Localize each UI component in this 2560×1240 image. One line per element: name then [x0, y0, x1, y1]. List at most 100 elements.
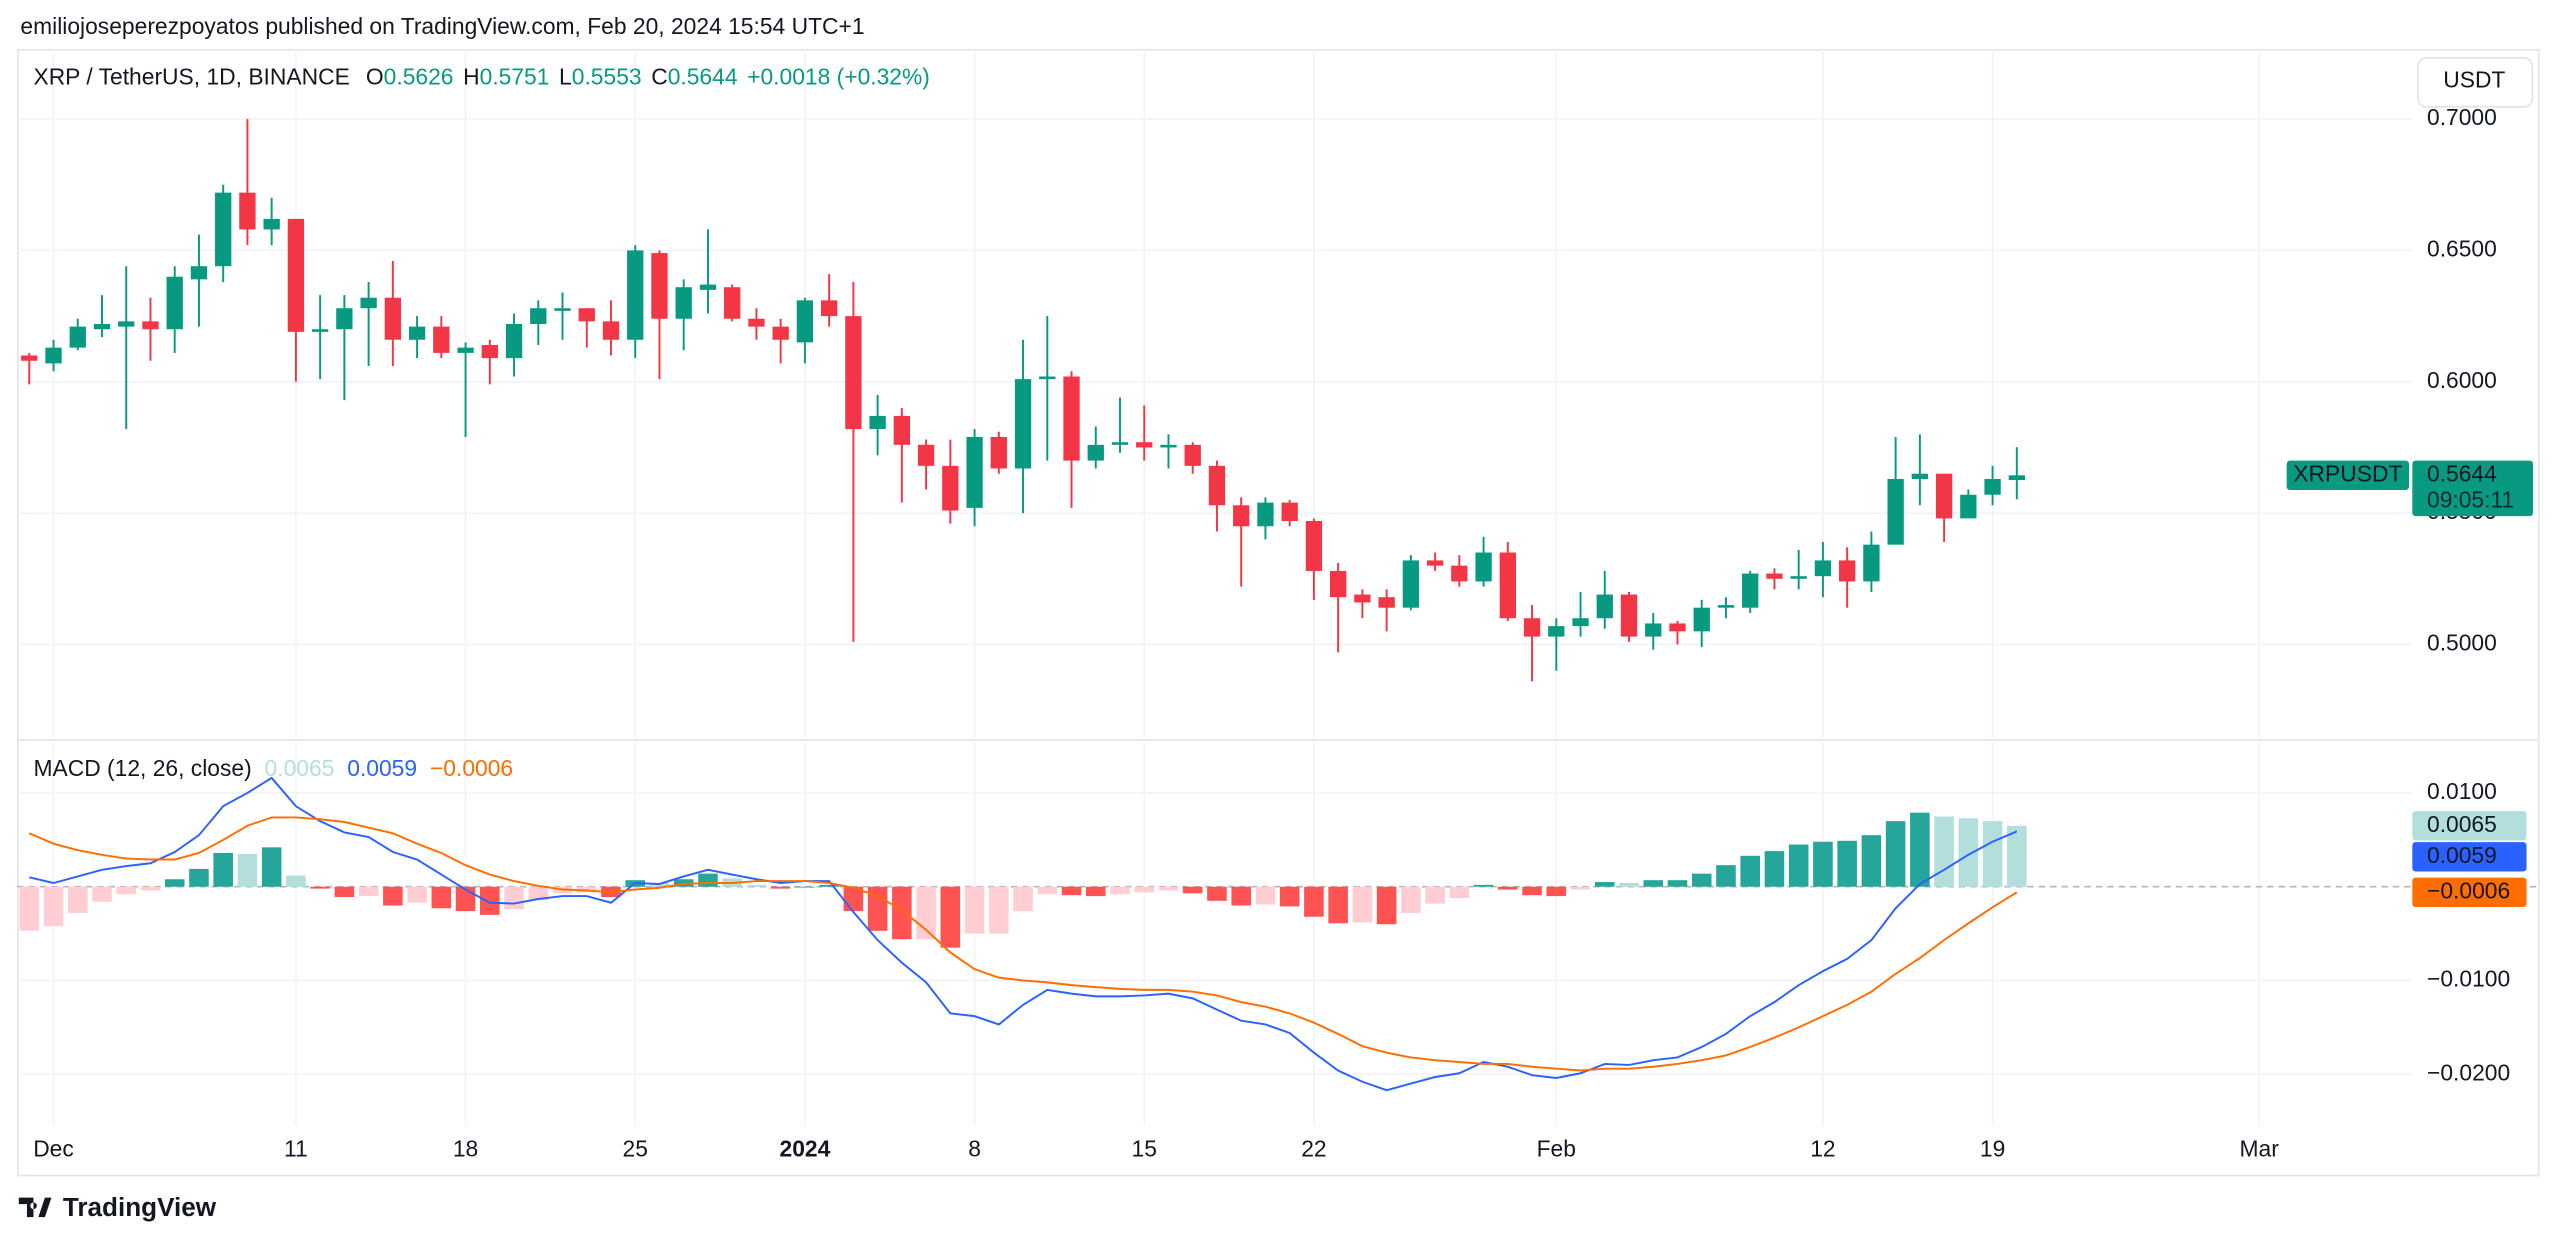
candle-body	[1039, 376, 1056, 380]
histogram-bar	[43, 886, 64, 927]
candle-body	[1766, 573, 1783, 579]
ohlc-value: 0.5553	[572, 63, 642, 89]
histogram-bar	[116, 886, 137, 895]
histogram-bar	[1498, 886, 1518, 890]
y-tick-label: 0.7000	[2427, 104, 2497, 130]
publisher-line: emiliojoseperezpoyatos published on Trad…	[20, 13, 864, 39]
candle-body	[45, 347, 62, 364]
candle-body	[1523, 618, 1541, 637]
macd-title: MACD (12, 26, close)	[33, 755, 251, 781]
histogram-bar	[698, 873, 718, 887]
ohlc-letter: O	[366, 63, 384, 89]
x-tick-label: 2024	[780, 1135, 831, 1161]
histogram-bar	[1085, 886, 1106, 897]
candle-body	[1499, 552, 1516, 619]
candle-body	[215, 192, 232, 267]
ohlc-letter: L	[559, 63, 572, 89]
countdown: 09:05:11	[2427, 486, 2514, 512]
x-tick-label: Mar	[2240, 1135, 2280, 1161]
histogram-bar	[1910, 812, 1930, 887]
candle-body	[1887, 478, 1904, 545]
histogram-bar	[916, 886, 936, 940]
candle-body	[287, 218, 305, 332]
candle-body	[748, 318, 765, 327]
histogram-bar	[1788, 844, 1809, 887]
histogram-bar	[1352, 886, 1373, 923]
candle-body	[675, 287, 692, 319]
histogram-bar	[383, 886, 403, 906]
candle-body	[942, 465, 959, 511]
candle-body	[69, 326, 86, 348]
y-tick-label: 0.5000	[2427, 630, 2497, 656]
histogram-bar	[1013, 886, 1033, 912]
brand: TradingView	[63, 1192, 217, 1222]
x-tick-label: 19	[1980, 1135, 2005, 1161]
candle-body	[1960, 494, 1977, 519]
currency-button[interactable]	[2417, 57, 2534, 108]
histogram-bar	[989, 886, 1009, 934]
candle-body	[869, 415, 886, 430]
x-tick-label: 12	[1810, 1135, 1835, 1161]
candle-body	[142, 321, 159, 330]
histogram-bar	[334, 886, 355, 898]
y-tick-label: −0.0200	[2427, 1059, 2510, 1085]
x-tick-label: 22	[1301, 1135, 1326, 1161]
candle-body	[481, 345, 498, 359]
histogram-bar	[431, 886, 452, 909]
histogram-bar	[1401, 886, 1421, 913]
candle-body	[1572, 618, 1589, 627]
candle-body	[1596, 594, 1613, 619]
candle-body	[1305, 521, 1323, 571]
candle-body	[1087, 444, 1104, 461]
candle-body	[384, 297, 402, 340]
histogram-bar	[795, 886, 815, 888]
candle-body	[311, 329, 329, 332]
histogram-bar	[480, 886, 500, 915]
currency-label[interactable]: USDT	[2443, 67, 2505, 93]
candle-body	[1354, 594, 1371, 603]
value-tag-label: 0.0059	[2427, 842, 2497, 868]
candle-body	[1208, 465, 1226, 506]
x-tick-label: Feb	[1537, 1135, 1576, 1161]
candle-body	[93, 323, 111, 330]
candle-body	[166, 276, 183, 330]
candle-body	[505, 323, 523, 359]
candle-body	[796, 300, 814, 343]
candle-body	[602, 321, 620, 340]
histogram-bar	[1764, 851, 1785, 887]
histogram-bar	[528, 886, 549, 900]
candle-body	[1984, 478, 2001, 495]
price-tag-label: 0.5644	[2427, 460, 2497, 486]
candle-body	[1014, 379, 1032, 469]
histogram-bar	[164, 879, 185, 887]
histogram-bar	[1861, 835, 1882, 887]
candle-body	[1402, 560, 1420, 608]
candle-body	[239, 192, 256, 230]
histogram-bar	[1837, 840, 1857, 887]
x-tick-label: 18	[453, 1135, 478, 1161]
histogram-bar	[2007, 825, 2027, 887]
candle-body	[457, 347, 474, 353]
candle-body	[1475, 552, 1492, 582]
price-change: +0.0018 (+0.32%)	[747, 63, 930, 89]
histogram-bar	[867, 886, 888, 931]
histogram-bar	[1885, 821, 1906, 887]
x-tick-label: 25	[623, 1135, 648, 1161]
candle-body	[433, 326, 450, 353]
histogram-bar	[1570, 886, 1591, 890]
candle-body	[408, 326, 426, 340]
histogram-bar	[213, 852, 233, 887]
histogram-bar	[310, 886, 330, 889]
histogram-bar	[261, 847, 282, 887]
histogram-bar	[140, 886, 161, 891]
candle-body	[1669, 623, 1686, 632]
candle-body	[1257, 502, 1274, 527]
axes: Dec 11 18 25 2024 8 15 22 Feb 12 19 Mar 0.7000 0.6500…	[33, 104, 2510, 1161]
macd-legend: MACD (12, 26, close) 0.0065 0.0059 −0.00…	[33, 755, 513, 781]
histogram-bar	[964, 886, 985, 934]
candle-body	[1136, 442, 1153, 448]
ohlc-value: 0.5644	[668, 63, 738, 89]
plot	[19, 119, 2027, 1092]
